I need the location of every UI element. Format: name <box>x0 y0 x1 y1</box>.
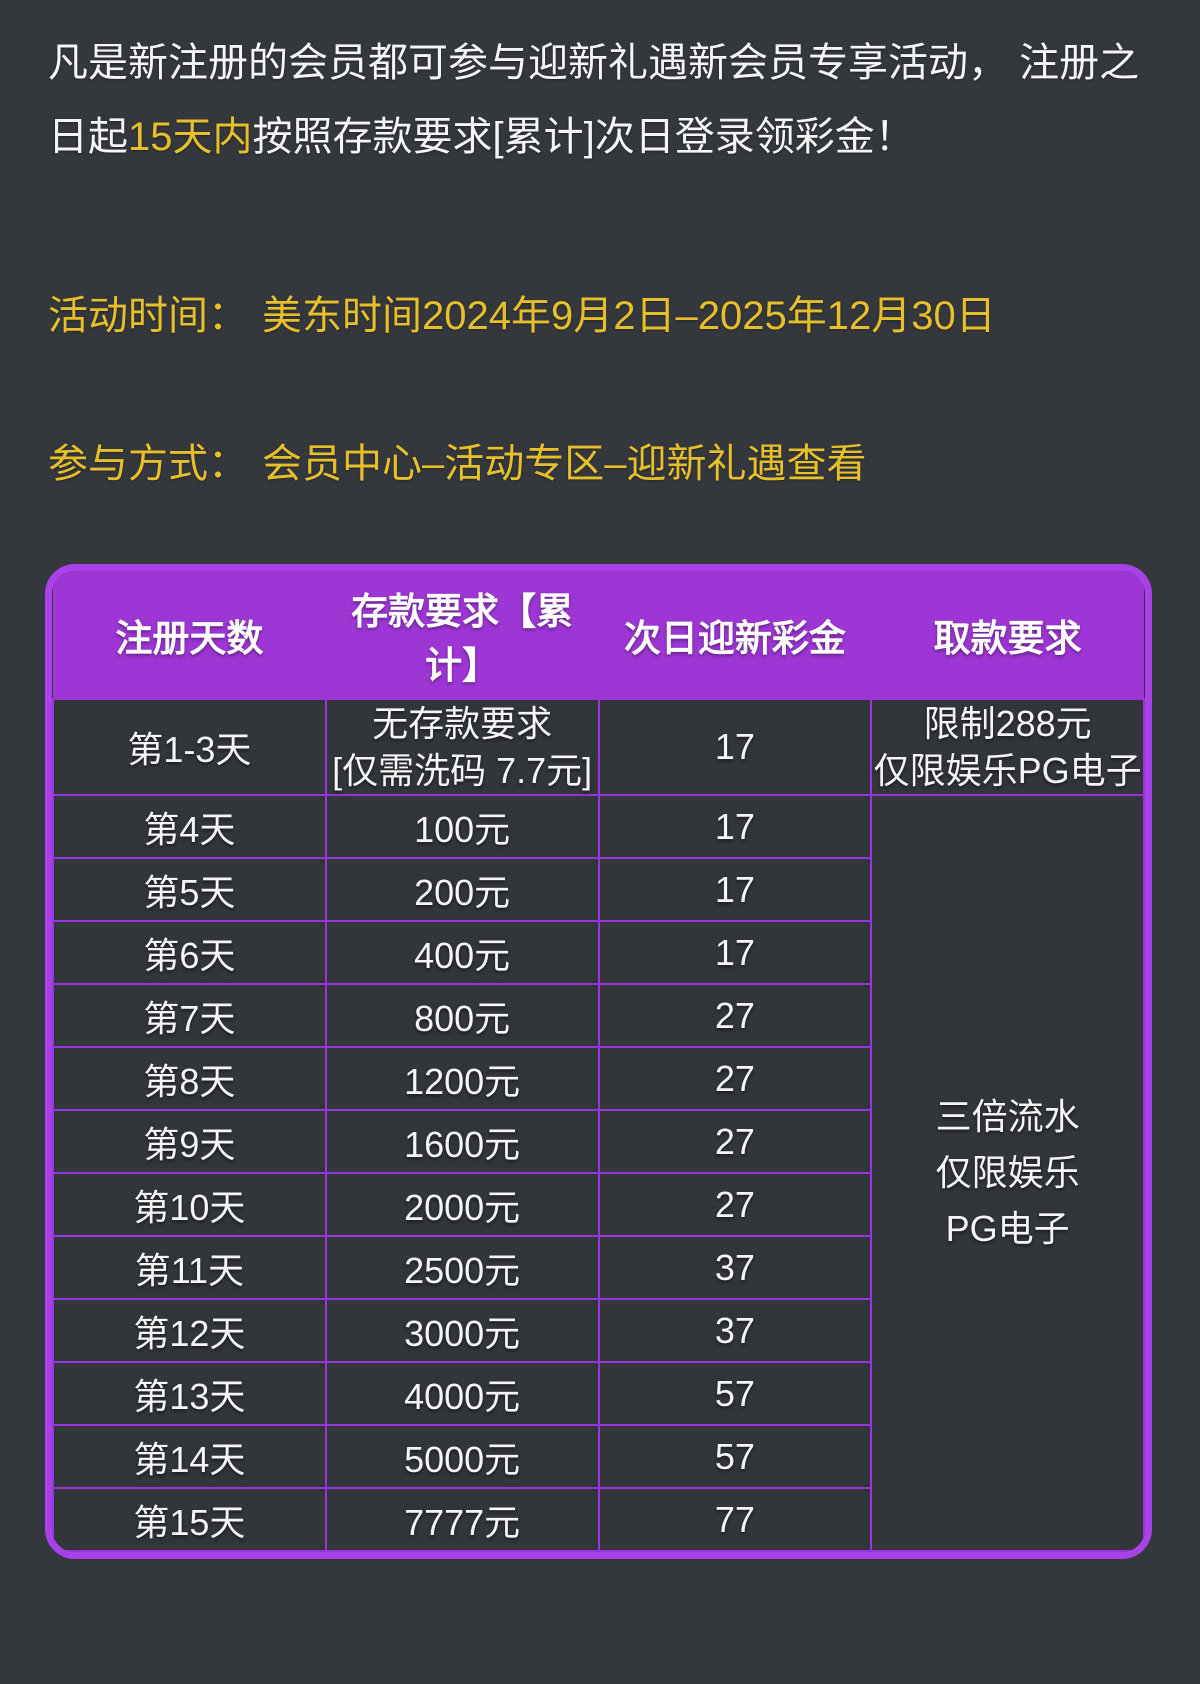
participation-value: 会员中心–活动专区–迎新礼遇查看 <box>262 442 867 486</box>
intro-highlight-15-days: 15天内 <box>128 115 253 159</box>
cell-deposit: 800元 <box>324 983 600 1048</box>
bonus-schedule-table: 注册天数 存款要求【累计】 次日迎新彩金 取款要求 第1-3天 无存款要求 [仅… <box>52 571 1145 1552</box>
event-time-label: 活动时间： <box>48 294 248 338</box>
merged-withdraw-line1: 三倍流水 <box>935 1096 1080 1137</box>
table-row: 第9天 1600元 27 <box>52 1109 1144 1174</box>
cell-deposit: 4000元 <box>324 1361 600 1426</box>
table-row: 第5天 200元 17 <box>52 857 1144 922</box>
table-header: 注册天数 存款要求【累计】 次日迎新彩金 取款要求 <box>53 571 1144 699</box>
participation-label: 参与方式： <box>48 442 248 486</box>
cell-deposit: 200元 <box>324 857 600 922</box>
cell-deposit: 无存款要求 [仅需洗码 7.7元] <box>324 698 600 796</box>
cell-day: 第8天 <box>52 1046 327 1111</box>
cell-deposit: 400元 <box>324 920 600 985</box>
cell-deposit-line2: [仅需洗码 7.7元] <box>332 750 593 791</box>
col-header-deposit-requirement: 存款要求【累计】 <box>325 571 599 699</box>
table-row: 第1-3天 无存款要求 [仅需洗码 7.7元] 17 限制288元 仅限娱乐PG… <box>52 698 1145 796</box>
table-row: 第4天 100元 17 三倍流水 仅限娱乐 PG电子 <box>52 794 1145 1552</box>
cell-day: 第12天 <box>52 1298 327 1363</box>
promo-table: 注册天数 存款要求【累计】 次日迎新彩金 取款要求 第1-3天 无存款要求 [仅… <box>45 564 1152 1559</box>
cell-day: 第14天 <box>52 1424 327 1489</box>
cell-deposit: 3000元 <box>324 1298 600 1363</box>
intro-text: 凡是新注册的会员都可参与迎新礼遇新会员专享活动， 注册之日起15天内按照存款要求… <box>48 26 1158 174</box>
cell-bonus: 27 <box>597 1046 873 1111</box>
table-row: 第6天 400元 17 <box>52 920 1144 985</box>
cell-day: 第13天 <box>52 1361 327 1426</box>
cell-day: 第11天 <box>52 1235 327 1300</box>
cell-bonus: 57 <box>597 1424 873 1489</box>
cell-day: 第15天 <box>52 1487 327 1552</box>
table-row: 第8天 1200元 27 <box>52 1046 1144 1111</box>
merged-withdraw-line2: 仅限娱乐 <box>935 1152 1080 1193</box>
cell-bonus: 27 <box>597 983 873 1048</box>
cell-withdraw-limit: 限制288元 仅限娱乐PG电子 <box>870 698 1145 796</box>
cell-deposit: 100元 <box>324 794 600 859</box>
merged-withdraw-line3: PG电子 <box>945 1208 1070 1249</box>
table-row: 第10天 2000元 27 <box>52 1172 1144 1237</box>
cell-deposit-line1: 无存款要求 <box>372 703 553 744</box>
table-row: 第15天 7777元 77 <box>52 1487 1144 1552</box>
cell-deposit: 7777元 <box>324 1487 600 1552</box>
intro-text-before: 凡是新注册的会员都可参与迎新礼遇新会员专享活动， 注册之日起 <box>48 41 1140 159</box>
col-header-register-days: 注册天数 <box>53 571 326 699</box>
col-header-withdraw-requirement: 取款要求 <box>871 571 1144 699</box>
table-header-row: 注册天数 存款要求【累计】 次日迎新彩金 取款要求 <box>53 571 1144 699</box>
cell-deposit: 1600元 <box>324 1109 600 1174</box>
cell-day: 第6天 <box>52 920 327 985</box>
table-row: 第14天 5000元 57 <box>52 1424 1144 1489</box>
cell-bonus: 37 <box>597 1298 873 1363</box>
cell-withdraw-merged: 三倍流水 仅限娱乐 PG电子 <box>870 794 1145 1552</box>
cell-day: 第4天 <box>52 794 327 859</box>
table-body: 第1-3天 无存款要求 [仅需洗码 7.7元] 17 限制288元 仅限娱乐PG… <box>52 698 1145 1552</box>
table-row: 第7天 800元 27 <box>52 983 1144 1048</box>
cell-day: 第10天 <box>52 1172 327 1237</box>
cell-bonus: 37 <box>597 1235 873 1300</box>
cell-bonus: 17 <box>597 698 873 796</box>
cell-withdraw-line1: 限制288元 <box>923 703 1092 744</box>
cell-day: 第1-3天 <box>52 698 327 796</box>
cell-bonus: 17 <box>597 920 873 985</box>
cell-withdraw-line2: 仅限娱乐PG电子 <box>873 750 1142 791</box>
table-row: 第13天 4000元 57 <box>52 1361 1144 1426</box>
cell-day: 第9天 <box>52 1109 327 1174</box>
cell-bonus: 77 <box>597 1487 873 1552</box>
table-row: 第12天 3000元 37 <box>52 1298 1144 1363</box>
event-time-value: 美东时间2024年9月2日–2025年12月30日 <box>262 294 996 338</box>
event-time-line: 活动时间： 美东时间2024年9月2日–2025年12月30日 <box>48 292 1200 340</box>
cell-bonus: 57 <box>597 1361 873 1426</box>
cell-day: 第5天 <box>52 857 327 922</box>
col-header-next-day-bonus: 次日迎新彩金 <box>598 571 872 699</box>
cell-deposit: 1200元 <box>324 1046 600 1111</box>
cell-bonus: 27 <box>597 1109 873 1174</box>
cell-day: 第7天 <box>52 983 327 1048</box>
participation-line: 参与方式： 会员中心–活动专区–迎新礼遇查看 <box>48 440 1200 488</box>
intro-text-after: 按照存款要求[累计]次日登录领彩金！ <box>252 115 915 159</box>
cell-bonus: 17 <box>597 794 873 859</box>
cell-bonus: 27 <box>597 1172 873 1237</box>
cell-deposit: 5000元 <box>324 1424 600 1489</box>
cell-bonus: 17 <box>597 857 873 922</box>
cell-deposit: 2500元 <box>324 1235 600 1300</box>
cell-deposit: 2000元 <box>324 1172 600 1237</box>
table-row: 第11天 2500元 37 <box>52 1235 1144 1300</box>
